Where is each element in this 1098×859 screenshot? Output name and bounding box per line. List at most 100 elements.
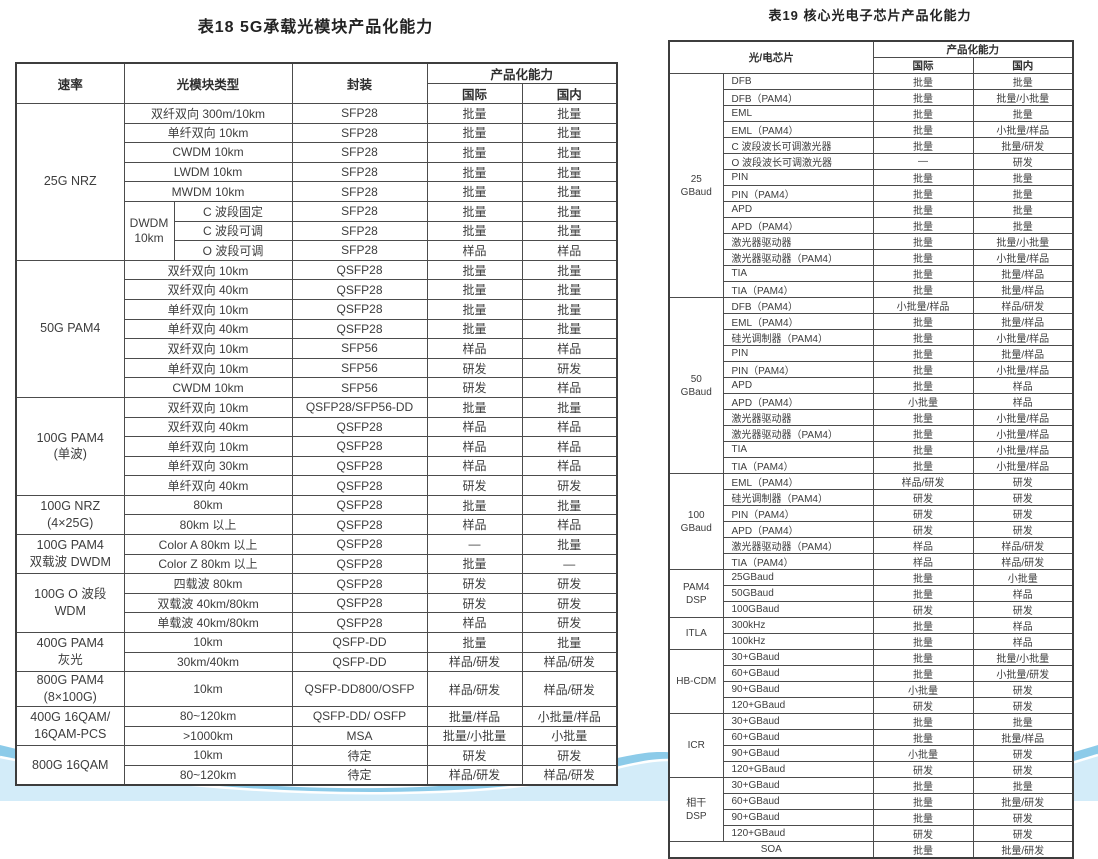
domestic-cell: 样品 [521, 240, 618, 261]
table19-row: TIA（PAM4） 样品 样品/研发 [669, 553, 1074, 570]
chip-name-cell: PIN（PAM4） [722, 361, 874, 378]
module-type-cell: 单纤双向 40km [123, 475, 293, 496]
package-cell: QSFP28 [291, 514, 428, 536]
domestic-cell: 小批量/样品 [521, 705, 618, 727]
domestic-cell: 样品/研发 [521, 651, 618, 673]
international-cell: 批量 [872, 185, 974, 202]
chip-name-cell: TIA（PAM4） [722, 281, 874, 298]
chip-name-cell: 硅光调制器（PAM4） [722, 489, 874, 506]
package-cell: QSFP28 [291, 494, 428, 516]
domestic-cell: 批量 [521, 632, 618, 653]
module-type-cell: >1000km [123, 725, 293, 747]
international-cell: 批量 [872, 729, 974, 746]
domestic-cell: 研发 [972, 825, 1074, 842]
international-cell: 研发 [426, 357, 523, 379]
table19-row: 90+GBaud 批量 研发 [669, 809, 1074, 826]
package-cell: QSFP28 [291, 612, 428, 634]
international-cell: 样品/研发 [426, 651, 523, 673]
international-cell: 批量 [426, 298, 523, 320]
international-cell: 样品 [872, 553, 974, 570]
international-cell: 研发 [872, 489, 974, 506]
domestic-cell: 样品/研发 [972, 553, 1074, 570]
international-cell: 批量/小批量 [426, 725, 523, 747]
chip-name-cell: TIA [722, 265, 874, 282]
domestic-cell: 批量 [972, 217, 1074, 234]
international-cell: 批量 [426, 632, 523, 653]
table19-row: 50 GBaud DFB（PAM4） 小批量/样品 样品/研发 [668, 297, 1074, 474]
international-cell: 样品/研发 [426, 764, 523, 786]
domestic-cell: 小批量/样品 [972, 441, 1074, 458]
chip-name-cell: APD（PAM4） [722, 521, 874, 538]
table19-row: 激光器驱动器（PAM4） 批量 小批量/样品 [669, 425, 1074, 442]
international-cell: 小批量 [872, 393, 974, 410]
module-type-cell: 30km/40km [123, 651, 293, 673]
international-cell: 样品 [426, 514, 523, 536]
international-cell: 批量 [872, 329, 974, 346]
table18: 速率 光模块类型 封装 产品化能力 国际 国内 25G NRZ 双纤双向 300m… [15, 62, 619, 786]
international-cell: — [872, 153, 974, 170]
international-cell: 批量 [872, 713, 974, 730]
chip-name-cell: DFB [722, 73, 874, 90]
domestic-cell: 研发 [972, 681, 1074, 698]
domestic-cell: 样品/研发 [521, 671, 618, 707]
international-cell: 批量 [872, 793, 974, 810]
domestic-cell: 研发 [972, 473, 1074, 490]
group-label-cell: 100 GBaud [668, 473, 724, 570]
table18-row: 双纤双向 40km QSFP28 样品 样品 [16, 416, 618, 438]
domestic-cell: 批量/样品 [972, 345, 1074, 362]
domestic-cell: 研发 [521, 357, 618, 379]
domestic-cell: 批量 [972, 105, 1074, 122]
chip-name-cell: TIA（PAM4） [722, 457, 874, 474]
module-type-cell: 10km [123, 671, 293, 707]
international-cell: 批量 [872, 105, 974, 122]
domestic-cell: 批量 [521, 259, 618, 281]
module-type-cell: Color Z 80km 以上 [123, 553, 293, 575]
international-cell: 小批量 [872, 745, 974, 762]
module-type-cell: 单载波 40km/80km [123, 612, 293, 634]
domestic-cell: 样品 [521, 377, 618, 398]
package-cell: SFP28 [291, 122, 428, 144]
table18-row: O 波段可调 SFP28 样品 样品 [16, 240, 618, 261]
table19-row: O 波段波长可调激光器 — 研发 [669, 153, 1074, 170]
group-label-cell: PAM4 DSP [668, 569, 724, 618]
chip-name-cell: APD（PAM4） [722, 217, 874, 234]
international-cell: 批量 [426, 318, 523, 340]
domestic-cell: 小批量 [972, 569, 1074, 586]
domestic-cell: 批量 [972, 713, 1074, 730]
chip-name-cell: 50GBaud [722, 585, 874, 602]
module-type-cell: 单纤双向 30km [123, 455, 293, 477]
group-label-cell: HB-CDM [668, 649, 724, 714]
domestic-cell: 样品 [972, 585, 1074, 602]
chip-name-cell: PIN [722, 169, 874, 186]
international-cell: 样品 [872, 537, 974, 554]
international-cell: 批量 [872, 633, 974, 650]
international-cell: 批量 [872, 265, 974, 282]
international-cell: 样品 [426, 416, 523, 438]
international-cell: 研发 [872, 825, 974, 842]
table18-row: Color Z 80km 以上 QSFP28 批量 — [16, 553, 618, 575]
table18-body: 25G NRZ 双纤双向 300m/10km SFP28 批量 批量 单纤双向 10km S… [15, 103, 618, 786]
table19-row: TIA 批量 批量/样品 [669, 265, 1074, 282]
domestic-cell: 小批量 [521, 725, 618, 747]
domestic-cell: 批量 [972, 73, 1074, 90]
module-type-cell: C 波段固定 [173, 200, 293, 222]
group-label-cell: 25 GBaud [668, 73, 724, 298]
domestic-cell: 批量 [521, 318, 618, 340]
table19-row: SOA 批量 批量/研发 [668, 841, 1074, 859]
package-cell: SFP56 [291, 377, 428, 398]
table19-row: TIA（PAM4） 批量 小批量/样品 [669, 457, 1074, 474]
header-international: 国际 [426, 83, 523, 104]
chip-name-cell: 90+GBaud [722, 681, 874, 698]
chip-name-cell: 120+GBaud [722, 825, 874, 842]
module-type-cell: CWDM 10km [123, 377, 293, 398]
module-type-cell: 10km [123, 745, 293, 766]
international-cell: 批量 [426, 161, 523, 183]
international-cell: 研发 [426, 745, 523, 766]
chip-name-cell: 激光器驱动器（PAM4） [722, 537, 874, 554]
chip-name-cell: 300kHz [722, 617, 874, 634]
table18-row: 单纤双向 40km QSFP28 批量 批量 [16, 318, 618, 340]
table18-row: CWDM 10km SFP56 研发 样品 [16, 377, 618, 398]
group-label-cell: 100G PAM4 (单波) [15, 396, 125, 496]
chip-name-cell: EML（PAM4） [722, 473, 874, 490]
chip-name-cell: 100GBaud [722, 601, 874, 618]
